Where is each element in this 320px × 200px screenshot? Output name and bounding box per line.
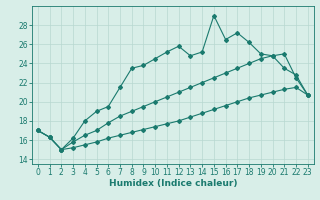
X-axis label: Humidex (Indice chaleur): Humidex (Indice chaleur) [108, 179, 237, 188]
